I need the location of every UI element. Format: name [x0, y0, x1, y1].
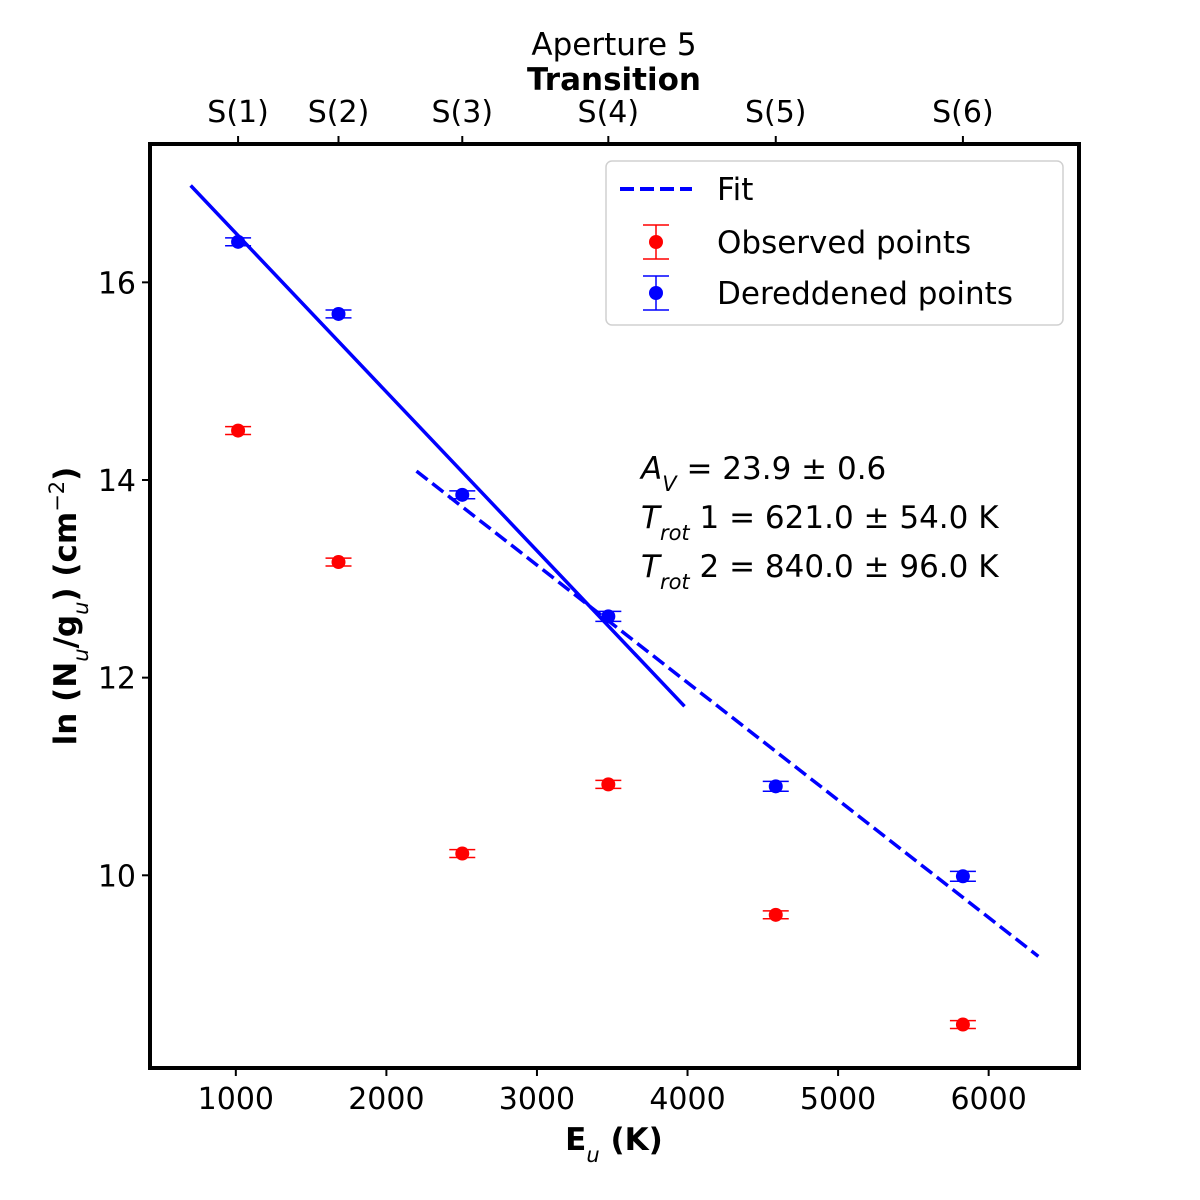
dereddened-points-point — [595, 609, 622, 624]
chart-title: Aperture 5 — [531, 27, 696, 63]
observed-points-point — [762, 907, 789, 922]
top-tick-label: S(6) — [932, 95, 994, 130]
x-axis-title: Eu (K) — [565, 1122, 663, 1167]
annotation-trot1: Trot 1 = 621.0 ± 54.0 K — [641, 500, 999, 545]
x-tick-label: 5000 — [800, 1082, 876, 1117]
y-tick-label: 14 — [98, 464, 136, 499]
legend-dereddened-label: Dereddened points — [717, 276, 1013, 312]
legend-dereddened-swatch — [643, 275, 669, 311]
annotation-av: AV = 23.9 ± 0.6 — [639, 451, 886, 496]
y-tick-label: 16 — [98, 266, 136, 301]
axis-ticks: 1000 2000 3000 4000 5000 6000 10 12 14 16 S(1) S(2)… — [98, 95, 1027, 1117]
legend: Fit Observed points Dereddened points — [605, 160, 1064, 326]
observed-points-point — [225, 423, 252, 438]
x-tick-label: 6000 — [950, 1082, 1026, 1117]
top-tick-label: S(2) — [308, 95, 370, 130]
top-tick-label: S(5) — [745, 95, 807, 130]
observed-points-point — [449, 846, 476, 861]
legend-box — [605, 160, 1064, 326]
dereddened-points-point — [225, 234, 252, 249]
top-tick-label: S(4) — [578, 95, 640, 130]
plot-frame — [148, 142, 1081, 1070]
legend-observed-label: Observed points — [717, 225, 971, 261]
y-axis-title: ln (Nu/gu) (cm−2) — [45, 467, 93, 746]
x-tick-label: 3000 — [499, 1082, 575, 1117]
y-tick-label: 10 — [98, 859, 136, 894]
data-points — [225, 234, 976, 1032]
observed-points-point — [325, 555, 352, 570]
top-tick-label: S(3) — [432, 95, 494, 130]
fit-annotations: AV = 23.9 ± 0.6 Trot 1 = 621.0 ± 54.0 K … — [639, 451, 999, 594]
x-tick-label: 1000 — [198, 1082, 274, 1117]
x-tick-label: 4000 — [649, 1082, 725, 1117]
fit-line-dashed — [415, 469, 1040, 958]
dereddened-points-point — [762, 779, 789, 794]
observed-points-point — [949, 1017, 976, 1032]
x-tick-label: 2000 — [348, 1082, 424, 1117]
top-tick-label: S(1) — [207, 95, 269, 130]
legend-observed-swatch — [643, 224, 669, 260]
dereddened-points-point — [325, 306, 352, 321]
dereddened-points-point — [949, 869, 976, 884]
legend-fit-label: Fit — [717, 172, 753, 208]
observed-points-point — [595, 777, 622, 792]
dereddened-points-point — [449, 487, 476, 502]
y-tick-label: 12 — [98, 662, 136, 697]
top-axis-title: Transition — [527, 62, 701, 98]
annotation-trot2: Trot 2 = 840.0 ± 96.0 K — [641, 549, 999, 594]
